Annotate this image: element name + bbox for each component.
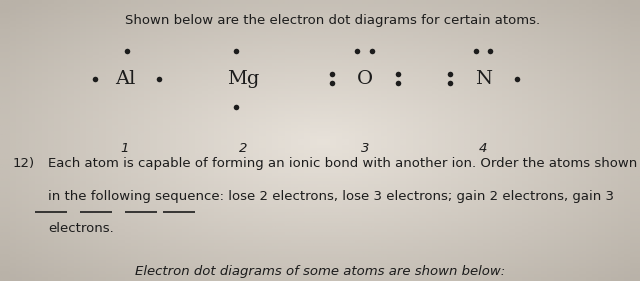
Text: 1: 1 [120, 142, 129, 155]
Text: electrons.: electrons. [48, 222, 114, 235]
Text: N: N [475, 70, 492, 88]
Text: 3: 3 [360, 142, 369, 155]
Text: O: O [356, 70, 373, 88]
Text: in the following sequence: lose 2 electrons, lose 3 electrons; gain 2 electrons,: in the following sequence: lose 2 electr… [48, 190, 614, 203]
Text: Each atom is capable of forming an ionic bond with another ion. Order the atoms : Each atom is capable of forming an ionic… [48, 157, 637, 170]
Text: Mg: Mg [227, 70, 259, 88]
Text: Electron dot diagrams of some atoms are shown below:: Electron dot diagrams of some atoms are … [135, 265, 505, 278]
Text: 4: 4 [479, 142, 488, 155]
Text: 12): 12) [13, 157, 35, 170]
Text: Shown below are the electron dot diagrams for certain atoms.: Shown below are the electron dot diagram… [125, 14, 540, 27]
Text: 2: 2 [239, 142, 248, 155]
Text: Al: Al [115, 70, 135, 88]
